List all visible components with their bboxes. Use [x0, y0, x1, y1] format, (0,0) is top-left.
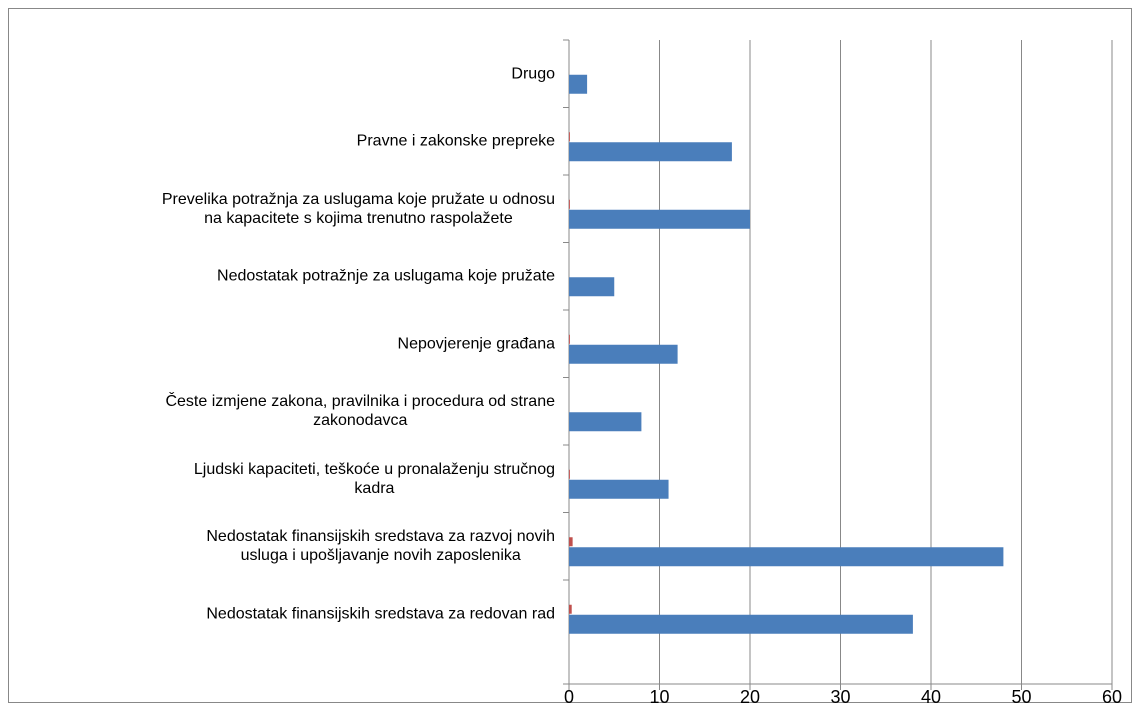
category-label: Drugo [10, 64, 555, 83]
category-label: Nedostatak finansijskih sredstava za raz… [10, 527, 555, 565]
bar [569, 277, 615, 297]
bar [569, 469, 570, 479]
x-tick-label: 20 [740, 687, 760, 707]
category-text: Nedostatak finansijskih sredstava za raz… [206, 528, 555, 565]
category-text: Drugo [511, 65, 555, 83]
bar [569, 74, 588, 94]
category-label: Ljudski kapaciteti, teškoće u pronalažen… [10, 460, 555, 498]
bar [569, 614, 913, 634]
category-text: Česte izmjene zakona, pravilnika i proce… [165, 393, 555, 430]
category-label: Prevelika potražnja za uslugama koje pru… [10, 190, 555, 228]
bar [569, 209, 750, 229]
category-text: Prevelika potražnja za uslugama koje pru… [161, 190, 555, 227]
category-label: Nedostatak potražnje za uslugama koje pr… [10, 267, 555, 286]
bar [569, 132, 570, 142]
bar [569, 199, 570, 209]
category-label: Česte izmjene zakona, pravilnika i proce… [10, 392, 555, 430]
category-text: Nedostatak potražnje za uslugama koje pr… [217, 267, 555, 285]
category-text: Nedostatak finansijskih sredstava za red… [206, 605, 555, 623]
category-label: Pravne i zakonske prepreke [10, 132, 555, 151]
category-text: Ljudski kapaciteti, teškoće u pronalažen… [193, 460, 555, 497]
bar [569, 334, 570, 344]
bar [569, 412, 642, 432]
x-tick-label: 40 [921, 687, 941, 707]
category-text: Pravne i zakonske prepreke [356, 132, 555, 150]
x-tick-label: 10 [649, 687, 669, 707]
bar [569, 537, 573, 547]
bar [569, 344, 678, 364]
bar [569, 142, 732, 162]
bar [569, 479, 669, 499]
x-tick-label: 60 [1102, 687, 1122, 707]
category-label: Nedostatak finansijskih sredstava za red… [10, 604, 555, 623]
category-text: Nepovjerenje građana [397, 335, 555, 353]
bar [569, 604, 572, 614]
x-tick-label: 30 [830, 687, 850, 707]
chart-border [8, 8, 1132, 703]
category-label: Nepovjerenje građana [10, 334, 555, 353]
bar [569, 547, 1004, 567]
x-tick-label: 50 [1011, 687, 1031, 707]
x-tick-label: 0 [564, 687, 574, 707]
